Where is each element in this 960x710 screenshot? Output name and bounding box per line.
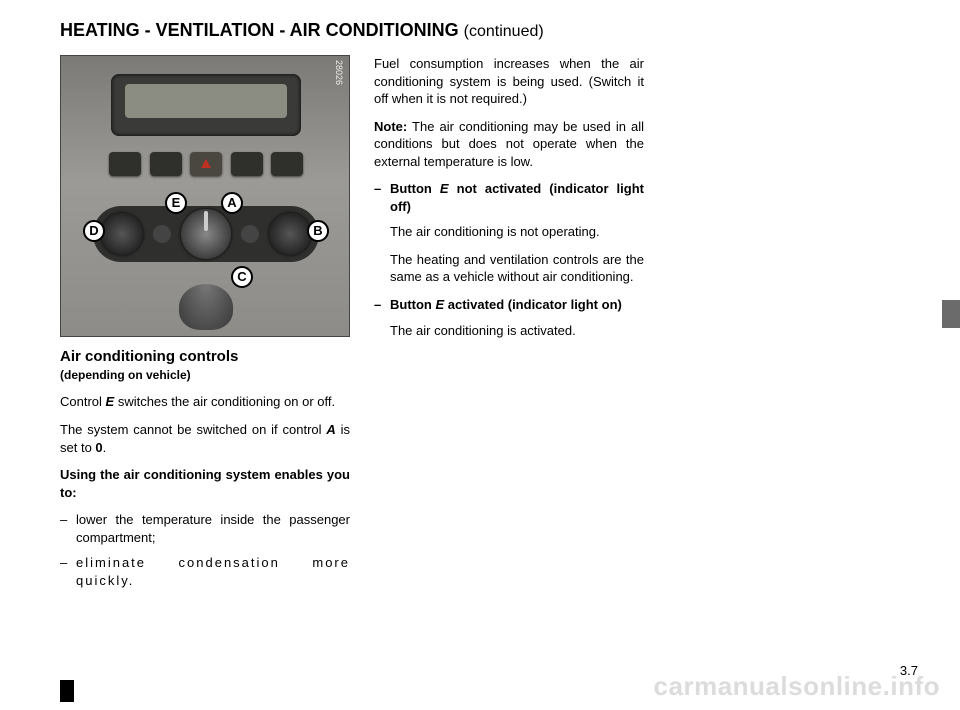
window-button-icon: [109, 152, 141, 176]
section-tab: [942, 300, 960, 328]
footer-marker: [60, 680, 74, 702]
control-ref-a: A: [326, 422, 335, 437]
paragraph: Control E switches the air conditioning …: [60, 393, 350, 411]
title-continued: (continued): [464, 23, 544, 40]
indent-paragraph: The heating and ventilation controls are…: [374, 251, 644, 286]
radio-display: [111, 74, 301, 136]
section-heading: Air conditioning controls: [60, 347, 350, 367]
text: activated (indicator light on): [444, 297, 622, 312]
text: The system cannot be switched on if cont…: [60, 422, 326, 437]
note-label: Note:: [374, 119, 407, 134]
indent-paragraph: The air conditioning is not operating.: [374, 223, 644, 241]
value-zero: 0: [95, 440, 102, 455]
dial-right: [269, 213, 311, 255]
text: The air conditioning may be used in all …: [374, 119, 644, 169]
window-button-icon: [271, 152, 303, 176]
gear-knob: [179, 284, 233, 330]
control-ref-e: E: [440, 181, 449, 196]
hazard-button-icon: [190, 152, 222, 176]
dial-left: [101, 213, 143, 255]
section-caption: (depending on vehicle): [60, 367, 350, 383]
column-middle: Fuel consumption increases when the air …: [374, 55, 644, 597]
dial-center: [181, 209, 231, 259]
text: Button: [390, 181, 440, 196]
text: Control: [60, 394, 106, 409]
control-ref-e: E: [106, 394, 115, 409]
button-row: [109, 152, 303, 176]
control-ref-e: E: [435, 297, 444, 312]
recirc-button-icon: [241, 225, 259, 243]
text: Button: [390, 297, 435, 312]
ac-button-icon: [153, 225, 171, 243]
bullet-list: Button E activated (indicator light on): [374, 296, 644, 314]
callout-d: D: [83, 220, 105, 242]
lock-button-icon: [150, 152, 182, 176]
callout-a: A: [221, 192, 243, 214]
indent-paragraph: The air conditioning is activated.: [374, 322, 644, 340]
paragraph-bold: Using the air conditioning system enable…: [60, 466, 350, 501]
callout-c: C: [231, 266, 253, 288]
list-item: eliminate condensation more quickly.: [60, 554, 350, 589]
list-item: Button E activated (indicator light on): [374, 296, 644, 314]
content-columns: 28026 E A D: [60, 55, 920, 597]
dashboard-photo: 28026 E A D: [60, 55, 350, 337]
column-right: [668, 55, 920, 597]
bullet-list: lower the temperature inside the passeng…: [60, 511, 350, 589]
callout-b: B: [307, 220, 329, 242]
lock-button-icon: [231, 152, 263, 176]
title-main: HEATING - VENTILATION - AIR CONDITIONING: [60, 20, 464, 40]
paragraph: The system cannot be switched on if cont…: [60, 421, 350, 456]
text: .: [103, 440, 107, 455]
text: switches the air conditioning on or off.: [114, 394, 335, 409]
column-left: 28026 E A D: [60, 55, 350, 597]
photo-id: 28026: [333, 60, 345, 85]
watermark: carmanualsonline.info: [654, 671, 940, 702]
climate-dials: [93, 206, 319, 262]
bullet-list: Button E not activated (indicator light …: [374, 180, 644, 215]
list-item: Button E not activated (indicator light …: [374, 180, 644, 215]
list-item: lower the temperature inside the passeng…: [60, 511, 350, 546]
text: eliminate condensation more quickly.: [76, 555, 350, 588]
page-title: HEATING - VENTILATION - AIR CONDITIONING…: [60, 20, 920, 41]
paragraph: Note: The air conditioning may be used i…: [374, 118, 644, 171]
paragraph: Fuel consumption increases when the air …: [374, 55, 644, 108]
callout-e: E: [165, 192, 187, 214]
